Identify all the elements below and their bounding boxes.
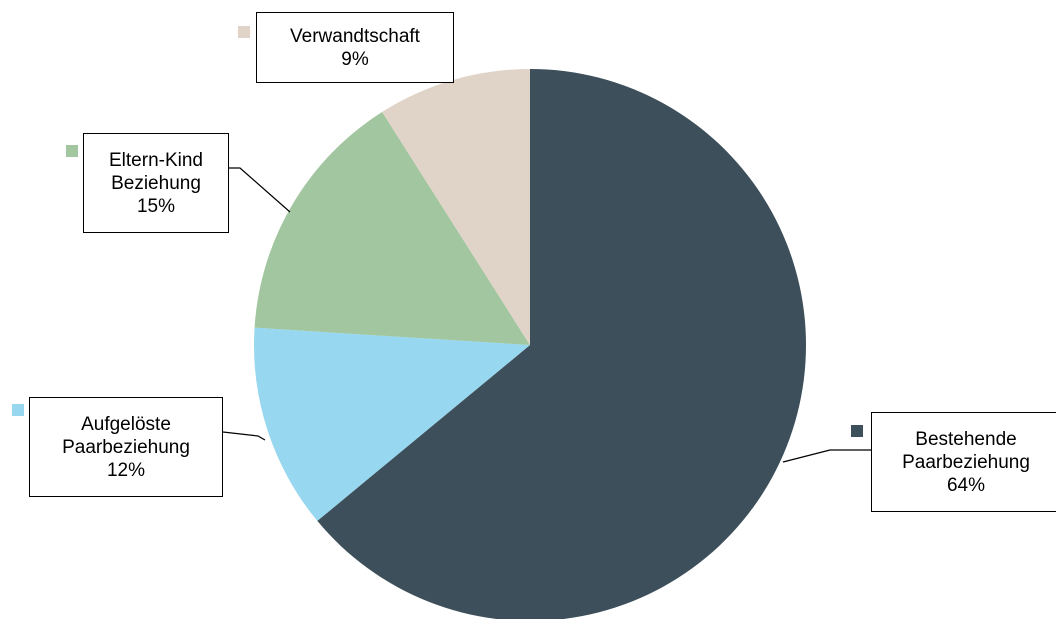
pie-slice (317, 69, 806, 619)
label-value: 15% (136, 195, 176, 217)
legend-marker (851, 425, 863, 437)
data-label: Eltern-Kind Beziehung 15% (83, 133, 229, 233)
label-value: 9% (341, 48, 369, 70)
leader-line (782, 449, 871, 463)
leader-line (222, 431, 266, 441)
label-value: 12% (106, 459, 146, 481)
label-name: Verwandtschaft (290, 25, 420, 47)
label-name: Eltern-Kind Beziehung (109, 149, 203, 194)
data-label: Verwandtschaft 9% (256, 12, 454, 83)
label-name: Bestehende Paarbeziehung (902, 428, 1030, 473)
data-label: Bestehende Paarbeziehung 64% (871, 412, 1056, 512)
label-value: 64% (946, 474, 986, 496)
pie-slice (382, 69, 530, 345)
legend-marker (12, 404, 24, 416)
legend-marker (66, 145, 78, 157)
pie-slice (254, 111, 530, 346)
legend-marker (238, 26, 250, 38)
data-label: Aufgelöste Paarbeziehung 12% (29, 397, 223, 497)
pie-slice (254, 327, 530, 521)
leader-line (229, 167, 291, 213)
label-name: Aufgelöste Paarbeziehung (62, 413, 190, 458)
